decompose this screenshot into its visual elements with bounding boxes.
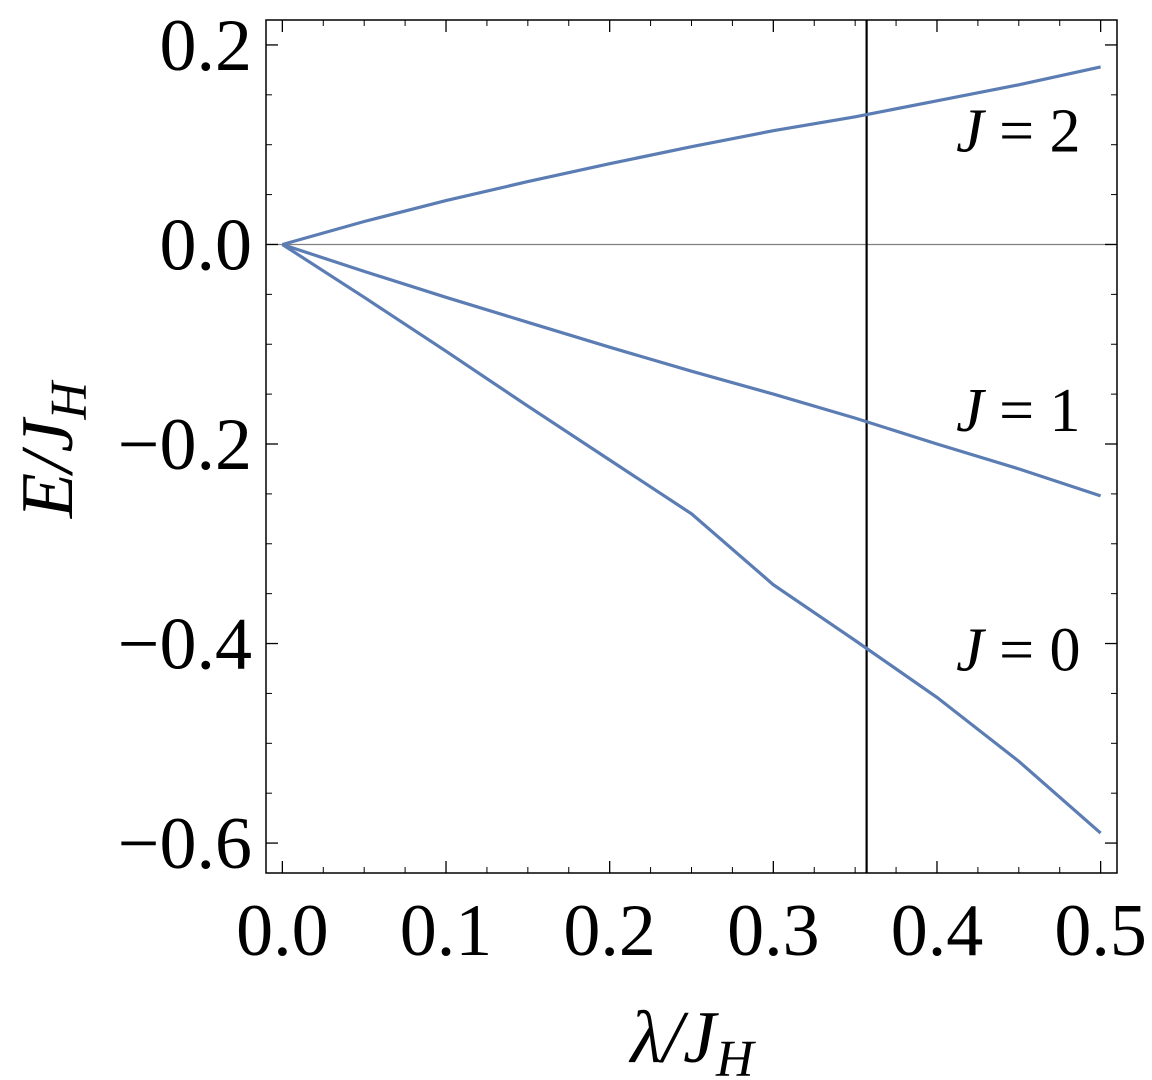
- y-axis-title-subscript: H: [41, 379, 98, 420]
- x-tick-label: 0.0: [236, 890, 329, 972]
- series-label-value: = 2: [984, 98, 1081, 166]
- y-tick-label: −0.6: [118, 803, 252, 885]
- series-label-value: = 1: [984, 377, 1081, 445]
- x-tick-label: 0.2: [563, 890, 656, 972]
- series-group: [281, 65, 1102, 835]
- x-tick-label: 0.1: [400, 890, 493, 972]
- y-tick-label: 0.0: [160, 204, 253, 286]
- x-tick-label: 0.4: [891, 890, 984, 972]
- series-line-2: [281, 243, 1102, 835]
- labels: 0.0 0.1 0.2 0.3 0.4 0.5 0.2 0.0 −0.2 −0.4 −0.6 J = …: [7, 5, 1147, 1080]
- y-tick-label: 0.2: [160, 5, 253, 87]
- series-label-symbol: J: [956, 377, 986, 445]
- series-label-2: J = 0: [956, 617, 1081, 685]
- series-label-1: J = 1: [956, 377, 1081, 445]
- x-axis-title-main: λ/J: [628, 997, 719, 1079]
- x-axis-title-subscript: H: [715, 1031, 756, 1080]
- series-label-symbol: J: [956, 98, 986, 166]
- y-axis-title: E/JH: [7, 379, 98, 519]
- y-tick-label: −0.4: [118, 604, 252, 686]
- series-label-symbol: J: [956, 617, 986, 685]
- x-tick-label: 0.3: [727, 890, 820, 972]
- y-tick-label: −0.2: [118, 404, 252, 486]
- series-label-value: = 0: [984, 617, 1081, 685]
- x-axis-title: λ/JH: [628, 997, 755, 1080]
- series-label-0: J = 2: [956, 98, 1081, 166]
- series-line-1: [281, 242, 1102, 498]
- x-tick-label: 0.5: [1054, 890, 1147, 972]
- y-axis-title-main: E/J: [7, 416, 89, 519]
- axes: [265, 19, 1118, 874]
- series-line-0: [281, 65, 1101, 247]
